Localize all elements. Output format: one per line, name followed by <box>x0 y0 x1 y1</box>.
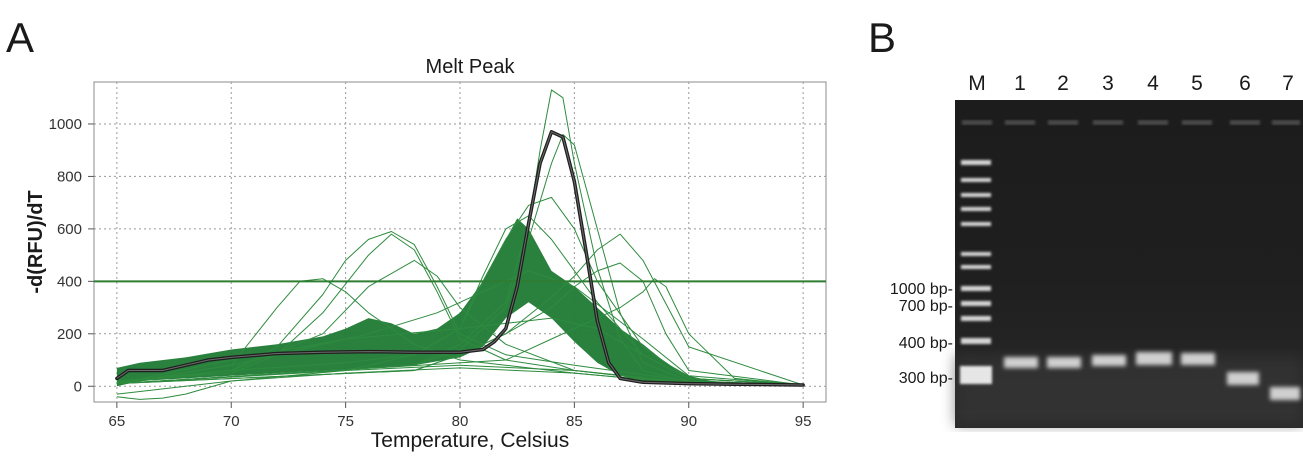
ladder-bands <box>960 160 992 384</box>
sample-trace <box>116 278 804 386</box>
x-tick-label: 85 <box>566 413 583 430</box>
band-lane-7 <box>1270 387 1300 400</box>
sample-trace <box>116 231 804 386</box>
y-tick-label: 400 <box>57 273 82 290</box>
y-tick-label: 200 <box>57 326 82 343</box>
sample-bands <box>1004 352 1300 400</box>
melt-peak-chart: 65 70 75 80 85 90 95 0 200 400 600 800 1000 Melt Pe… <box>25 56 827 452</box>
band-lane-5 <box>1181 353 1215 365</box>
ladder-band <box>960 366 992 384</box>
band-lane-4 <box>1136 352 1172 365</box>
lane-label-3: 3 <box>1102 72 1114 95</box>
panel-b-label: B <box>868 14 896 61</box>
highlighted-trace <box>115 130 805 387</box>
ladder-band <box>961 316 991 321</box>
band-lane-3 <box>1092 355 1126 366</box>
lane-label-4: 4 <box>1147 72 1159 95</box>
sample-trace <box>116 134 804 386</box>
size-label-400: 400 bp- <box>899 335 953 352</box>
x-tick-label: 90 <box>680 413 697 430</box>
well-3 <box>1093 120 1123 125</box>
highlighted-trace-core <box>116 131 804 386</box>
ladder-band <box>961 178 991 182</box>
lane-label-7: 7 <box>1282 72 1294 95</box>
size-label-300: 300 bp- <box>899 370 953 387</box>
y-tick-label: 0 <box>74 378 82 395</box>
ladder-band <box>961 222 991 226</box>
size-label-1000: 1000 bp- <box>890 281 953 298</box>
size-label-700: 700 bp- <box>899 298 953 315</box>
well-5 <box>1182 120 1212 125</box>
lane-label-1: 1 <box>1014 72 1026 95</box>
ladder-band <box>961 160 991 165</box>
band-lane-6 <box>1227 372 1259 385</box>
y-axis-ticks: 0 200 400 600 800 1000 <box>49 116 94 395</box>
panel-a-label: A <box>6 14 34 61</box>
well-7 <box>1272 120 1300 125</box>
gel-wells <box>962 120 1300 125</box>
well-4 <box>1138 120 1168 125</box>
x-tick-label: 65 <box>109 413 126 430</box>
well-m <box>962 120 992 125</box>
lane-label-2: 2 <box>1057 72 1069 95</box>
sample-trace <box>116 89 804 386</box>
well-6 <box>1230 120 1260 125</box>
ladder-band <box>961 286 991 291</box>
chart-title: Melt Peak <box>426 56 516 78</box>
gel-panel: M 1 2 3 4 5 6 7 1000 bp- 700 bp- 400 bp-… <box>890 72 1303 428</box>
x-tick-label: 75 <box>337 413 354 430</box>
y-tick-label: 800 <box>57 168 82 185</box>
lane-labels: M 1 2 3 4 5 6 7 <box>968 72 1294 95</box>
band-lane-1 <box>1004 357 1038 368</box>
x-axis-ticks: 65 70 75 80 85 90 95 <box>109 402 812 430</box>
lane-label-6: 6 <box>1239 72 1251 95</box>
y-axis-label: -d(RFU)/dT <box>25 190 47 293</box>
x-tick-label: 80 <box>452 413 469 430</box>
lane-label-m: M <box>968 72 986 95</box>
y-tick-label: 1000 <box>49 116 82 133</box>
size-labels: 1000 bp- 700 bp- 400 bp- 300 bp- <box>890 281 953 387</box>
x-axis-label: Temperature, Celsius <box>371 429 569 452</box>
well-2 <box>1048 120 1078 125</box>
x-tick-label: 70 <box>223 413 240 430</box>
ladder-band <box>961 252 991 256</box>
ladder-band <box>961 301 991 306</box>
ladder-band <box>961 265 991 269</box>
band-lane-2 <box>1047 357 1081 368</box>
ladder-band <box>961 338 991 344</box>
sample-trace <box>116 367 804 400</box>
sample-trace <box>116 262 804 386</box>
y-tick-label: 600 <box>57 221 82 238</box>
well-1 <box>1005 120 1035 125</box>
ladder-band <box>961 207 991 211</box>
x-tick-label: 95 <box>795 413 812 430</box>
lane-label-5: 5 <box>1191 72 1203 95</box>
ladder-band <box>961 193 991 197</box>
